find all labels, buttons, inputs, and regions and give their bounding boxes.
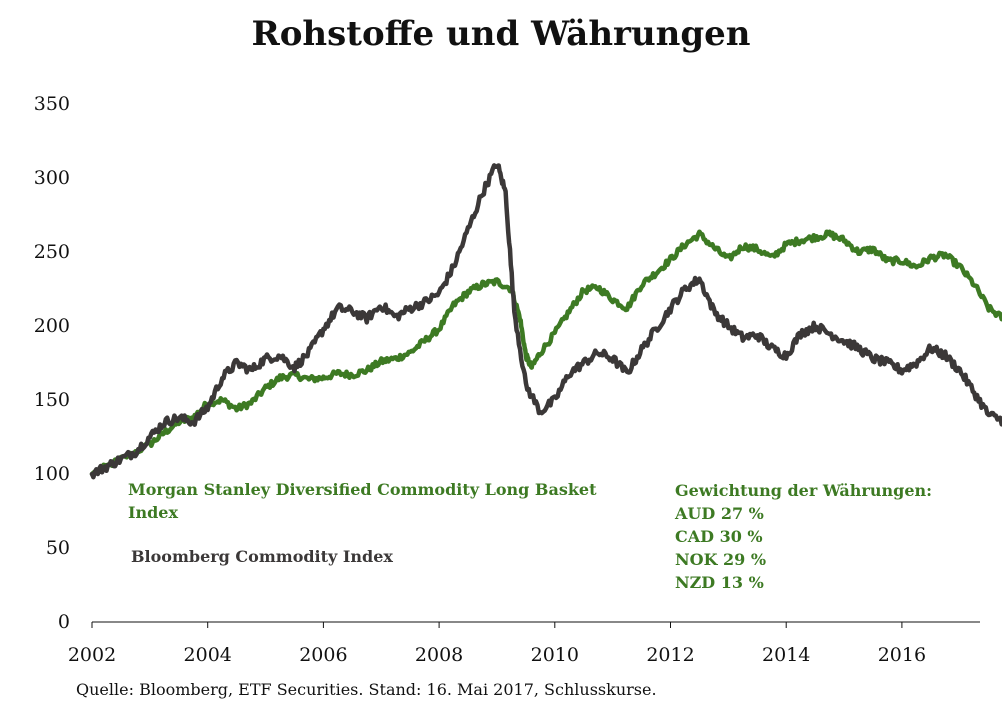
series-line-msd xyxy=(89,229,1002,477)
x-tick-label: 2016 xyxy=(878,644,926,666)
x-tick-label: 2008 xyxy=(415,644,463,666)
y-tick-label: 200 xyxy=(34,315,70,337)
x-tick-label: 2004 xyxy=(184,644,232,666)
chart-title: Rohstoffe und Währungen xyxy=(251,14,751,54)
legend-msd-label: Morgan Stanley Diversified Commodity Lon… xyxy=(128,480,597,522)
x-tick-label: 2006 xyxy=(299,644,347,666)
weight-nzd: NZD 13 % xyxy=(675,573,764,592)
x-tick-label: 2002 xyxy=(68,644,116,666)
x-tick-label: 2012 xyxy=(646,644,694,666)
x-tick-label: 2014 xyxy=(762,644,810,666)
y-tick-label: 300 xyxy=(34,167,70,189)
y-tick-label: 0 xyxy=(58,611,70,633)
y-tick-label: 50 xyxy=(46,537,70,559)
weight-aud: AUD 27 % xyxy=(675,504,764,523)
legend-bcom-label: Bloomberg Commodity Index xyxy=(131,547,393,566)
currency-weights: Gewichtung der Währungen: AUD 27 % CAD 3… xyxy=(675,479,932,594)
y-tick-label: 150 xyxy=(34,389,70,411)
weights-heading: Gewichtung der Währungen: xyxy=(675,481,933,500)
series-line-bcom xyxy=(89,163,1002,480)
series-layer xyxy=(89,163,1002,480)
y-tick-label: 350 xyxy=(34,93,70,115)
y-tick-label: 250 xyxy=(34,241,70,263)
weight-nok: NOK 29 % xyxy=(675,550,767,569)
source-note: Quelle: Bloomberg, ETF Securities. Stand… xyxy=(76,680,657,699)
x-tick-label: 2010 xyxy=(531,644,579,666)
weight-cad: CAD 30 % xyxy=(675,527,763,546)
axes: 2002 2004 2006 2008 2010 2012 2014 2016 0 50 100 15… xyxy=(34,93,980,666)
y-tick-label: 100 xyxy=(34,463,70,485)
